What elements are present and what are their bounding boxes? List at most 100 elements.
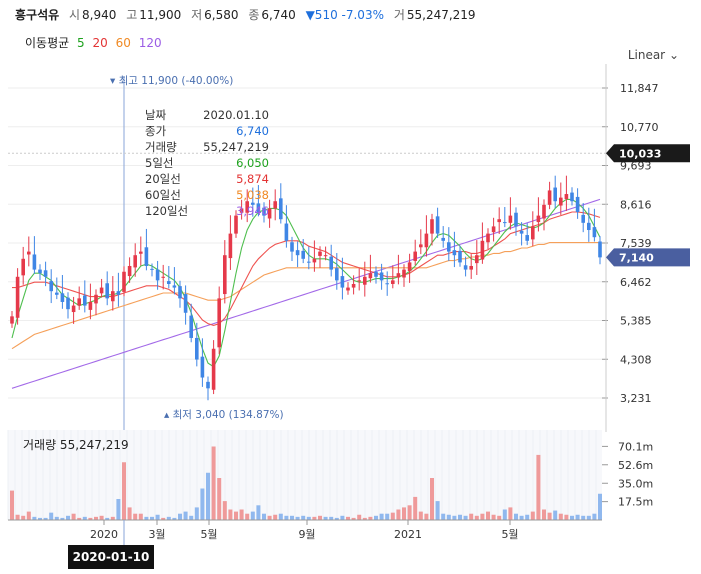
candle-body: [60, 293, 65, 302]
candle-body: [368, 273, 373, 279]
tooltip-value: 5,038: [236, 188, 269, 202]
candle-body: [424, 233, 429, 248]
y-tick-label: 9,693: [620, 160, 652, 173]
volume-bar: [127, 507, 132, 520]
volume-panel: [8, 430, 602, 520]
candle-body: [307, 261, 311, 263]
tooltip-row: 20일선 5,874: [145, 171, 269, 187]
volume-bar: [446, 514, 451, 520]
candle-body: [172, 285, 177, 288]
tooltip-value: 6,740: [236, 124, 269, 138]
candle-body: [402, 269, 406, 278]
high-annotation: ▾ 최고 11,900 (-40.00%): [110, 75, 233, 87]
ma5-legend[interactable]: 5: [77, 36, 85, 50]
volume-bar: [396, 509, 401, 520]
volume-bar: [564, 514, 569, 520]
selected-date-tag: 2020-01-10: [68, 545, 154, 569]
candle-body: [167, 281, 171, 284]
volume-bar: [116, 499, 121, 520]
candle-body: [178, 286, 182, 299]
volume-bar: [105, 517, 110, 520]
volume-bar: [536, 454, 541, 520]
tooltip-value: 2020.01.10: [203, 108, 269, 122]
volume-bar: [558, 513, 563, 520]
volume-bar: [312, 516, 317, 520]
volume-bar: [480, 513, 485, 520]
volume-bar: [340, 515, 345, 520]
candle-body: [116, 291, 121, 295]
volume-bar: [575, 514, 580, 520]
x-tick-label: 9월: [298, 528, 315, 541]
volume-bar: [329, 516, 334, 520]
volume-bar: [99, 515, 104, 520]
ma-legend-label: 이동평균: [25, 36, 70, 50]
volume-bar: [110, 516, 115, 520]
candle-body: [503, 222, 507, 224]
candle-body: [139, 251, 143, 254]
volume-bar: [161, 517, 166, 520]
volume-bar: [385, 513, 390, 520]
low-value: 6,580: [204, 8, 239, 22]
candle-body: [228, 233, 233, 259]
volume-bar: [592, 513, 597, 520]
y-tick-label: 10,770: [620, 121, 659, 134]
volume-bar: [581, 515, 586, 520]
volume-bar: [10, 490, 14, 520]
y-tick-label: 5,385: [620, 315, 652, 328]
moving-average-legend[interactable]: 이동평균 5 20 60 120: [25, 34, 166, 51]
volume-tick-label: 35.0m: [618, 477, 653, 490]
volume-bar: [323, 516, 328, 520]
volume-bar: [519, 515, 524, 520]
ma5-line: [11, 198, 601, 368]
ma60-legend[interactable]: 60: [115, 36, 131, 50]
ma20-legend[interactable]: 20: [92, 36, 108, 50]
y-tick-label: 7,539: [620, 237, 652, 250]
volume-bar: [94, 516, 98, 520]
candle-body: [559, 197, 563, 206]
volume-bar: [390, 512, 395, 520]
candle-body: [88, 301, 93, 310]
candle-body: [396, 273, 401, 278]
volume-bar: [402, 507, 406, 520]
ma120-legend[interactable]: 120: [138, 36, 162, 50]
volume-tick-label: 17.5m: [618, 496, 653, 509]
candle-body: [295, 250, 300, 256]
ma60-line: [11, 242, 600, 350]
candle-body: [99, 287, 104, 294]
volume-bar: [166, 516, 171, 520]
candle-body: [239, 208, 244, 213]
candle-body: [480, 240, 485, 260]
tooltip-label: 60일선: [145, 188, 181, 202]
price-tag-label: 10,033: [619, 147, 661, 160]
volume-bar: [60, 517, 65, 520]
candle-body: [519, 230, 524, 234]
tooltip-label: 날짜: [145, 108, 167, 122]
tooltip-row: 5일선 6,050: [145, 155, 269, 171]
open-value: 8,940: [82, 8, 117, 22]
candle-body: [251, 202, 255, 205]
candle-body: [290, 242, 294, 252]
volume-bar: [273, 514, 278, 520]
candle-body: [592, 227, 597, 238]
scale-toggle[interactable]: Linear ⌄: [628, 48, 679, 62]
volume-bar: [570, 515, 574, 520]
stock-header: 흥구석유 시 8,940 고 11,900 저 6,580 종 6,740 ▼510 -…: [15, 6, 482, 23]
volume-bar: [379, 513, 384, 520]
tooltip-value: 6,050: [236, 156, 269, 170]
volume-bar: [497, 515, 502, 520]
volume-bar: [452, 515, 457, 520]
candle-body: [10, 316, 14, 324]
low-annotation: ▴ 최저 3,040 (134.87%): [164, 409, 284, 421]
volume-bar: [222, 501, 227, 520]
volume-bar: [430, 478, 434, 520]
candle-body: [161, 276, 165, 278]
volume-bar: [491, 514, 496, 520]
x-tick-label: 5월: [501, 528, 518, 541]
candle-body: [346, 287, 350, 291]
candle-body: [542, 204, 546, 219]
volume-bar: [43, 517, 48, 520]
volume-bar: [21, 515, 26, 520]
candle-body: [435, 216, 440, 234]
volume-bar: [530, 511, 535, 520]
